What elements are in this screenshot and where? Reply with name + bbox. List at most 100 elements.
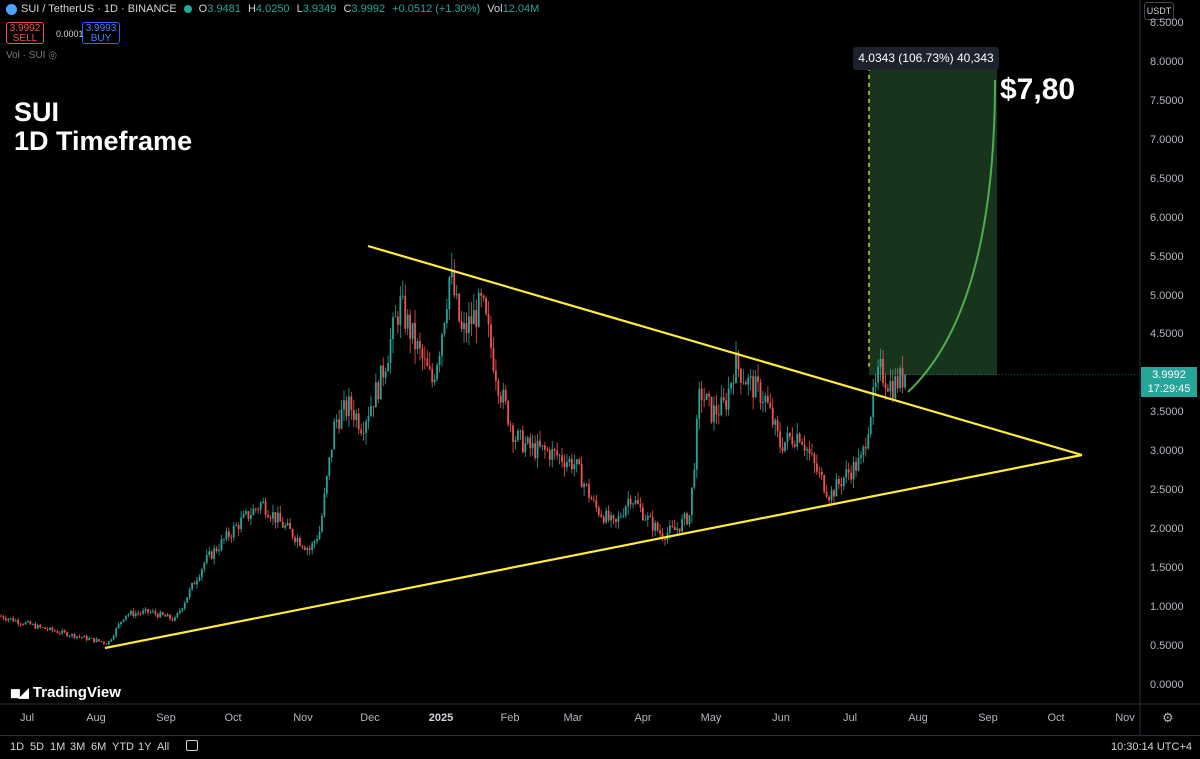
candle-body (546, 449, 549, 451)
candle-body (882, 358, 884, 384)
ohlc-values: O3.9481 H4.0250 L3.9349 C3.9992 +0.0512 … (198, 3, 540, 15)
candle-body (132, 611, 135, 617)
timeframe-button[interactable]: 6M (91, 741, 107, 753)
candle-body (551, 448, 554, 460)
candle-body (791, 436, 794, 445)
candle-body (171, 618, 174, 621)
candle-body (352, 409, 355, 420)
candle-body (531, 443, 534, 449)
timeframe-button[interactable]: All (157, 741, 170, 753)
candle-body (174, 617, 176, 621)
candle-body (365, 421, 367, 434)
candle-body (485, 298, 487, 315)
timeframe-button[interactable]: 1M (50, 741, 66, 753)
sell-button[interactable]: 3.9992 SELL (6, 22, 44, 44)
candle-body (242, 513, 245, 518)
candle-body (637, 500, 639, 504)
candle-body (806, 448, 808, 451)
volume-indicator-label[interactable]: Vol · SUI ◎ (6, 50, 57, 61)
candle-body (894, 376, 897, 399)
candle-body (303, 547, 306, 550)
candle-body (115, 628, 118, 636)
clock[interactable]: 10:30:14 UTC+4 (1110, 741, 1192, 753)
timeframe-button[interactable]: YTD (112, 741, 134, 753)
candle-body (125, 615, 127, 620)
candle-body (404, 295, 407, 329)
candle-body (49, 627, 51, 630)
time-axis-tick: Sep (156, 712, 176, 724)
candle-body (686, 513, 688, 525)
candle-body (634, 500, 637, 504)
candle-body (362, 433, 365, 434)
candle-body (600, 514, 603, 517)
candle-body (820, 471, 823, 476)
candle-body (272, 512, 274, 519)
candle-body (22, 624, 24, 625)
candle-body (279, 512, 282, 522)
candle-body (267, 514, 269, 518)
candle-body (752, 376, 755, 398)
candle-body (308, 548, 311, 550)
timeframe-button[interactable]: 3M (70, 741, 86, 753)
candle-body (828, 496, 830, 501)
candle-body (649, 515, 652, 518)
candle-body (514, 440, 517, 443)
candle-body (269, 517, 272, 519)
candle-body (695, 418, 698, 470)
candle-body (627, 498, 630, 507)
candle-body (539, 440, 541, 447)
candle-body (825, 492, 828, 497)
candle-body (874, 382, 877, 388)
candle-body (757, 376, 759, 382)
candle-body (333, 421, 336, 450)
settings-gear-icon[interactable]: ⚙ (1162, 710, 1174, 725)
eye-icon[interactable]: ◎ (48, 50, 57, 61)
symbol-title[interactable]: SUI / TetherUS · 1D · BINANCE (21, 3, 177, 15)
candle-body (159, 612, 162, 618)
candle-body (286, 523, 289, 526)
candle-body (453, 270, 456, 296)
candle-body (715, 405, 718, 415)
timeframe-button[interactable]: 1D (10, 741, 25, 753)
candle-body (708, 393, 710, 397)
time-axis-tick: Aug (86, 712, 106, 724)
candle-body (671, 525, 674, 527)
lower-trendline (104, 453, 1083, 650)
candle-body (370, 406, 372, 417)
candle-body (526, 437, 529, 444)
candle-body (499, 395, 502, 403)
symbol-header[interactable]: SUI / TetherUS · 1D · BINANCE O3.9481 H4… (6, 3, 543, 15)
timeframe-button[interactable]: 1Y (138, 741, 152, 753)
candle-body (205, 554, 208, 563)
candle-body (73, 633, 76, 638)
candle-body (296, 537, 299, 543)
price-axis-tick: 5.5000 (1150, 250, 1184, 263)
candle-body (512, 425, 514, 443)
candle-body (379, 365, 382, 400)
candle-body (668, 525, 671, 533)
candle-body (325, 476, 328, 494)
candle-body (137, 613, 140, 615)
candle-body (230, 537, 233, 538)
candle-body (487, 314, 490, 325)
candle-body (472, 310, 475, 325)
candle-body (713, 405, 715, 423)
calendar-range-icon[interactable] (186, 740, 198, 751)
candle-body (901, 368, 904, 388)
buy-button[interactable]: 3.9993 BUY (82, 22, 120, 44)
market-status-icon (183, 5, 192, 13)
candle-body (431, 369, 434, 383)
price-axis-tick: 8.0000 (1150, 55, 1184, 68)
candle-body (39, 624, 42, 628)
candle-body (78, 636, 81, 638)
time-axis-tick: May (700, 712, 722, 724)
candle-body (833, 490, 835, 497)
candle-body (840, 483, 843, 487)
candle-body (884, 383, 887, 389)
candle-body (27, 621, 29, 623)
candle-body (651, 517, 654, 531)
candle-body (507, 401, 510, 425)
timeframe-button[interactable]: 5D (30, 741, 45, 753)
currency-selector[interactable]: USDT (1144, 2, 1174, 20)
